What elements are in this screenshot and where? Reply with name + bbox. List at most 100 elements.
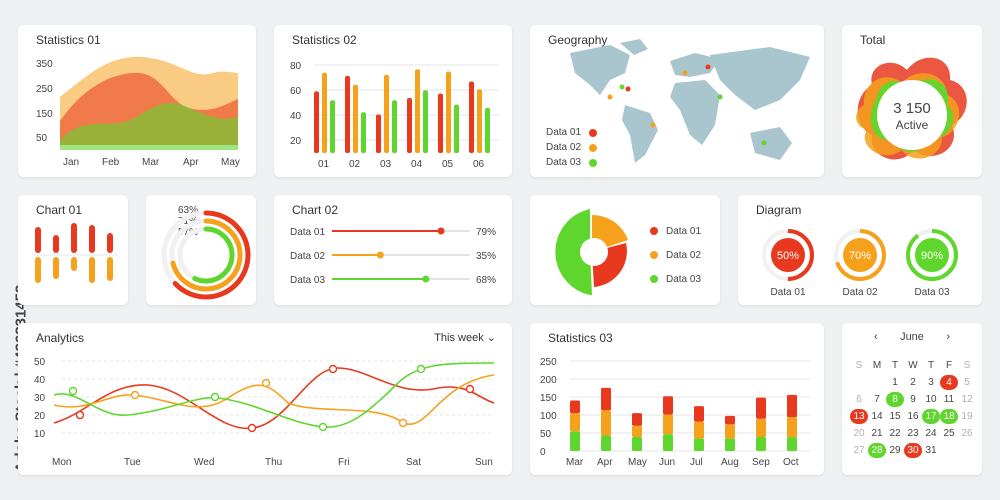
statistics-03-chart: 250 200 150 100 50 0 Mar Apr May Jun Jul Aug Sep Oct	[540, 357, 810, 468]
prev-month-button[interactable]: ‹	[874, 331, 878, 343]
bar	[407, 98, 412, 153]
range-dropdown[interactable]: This week ⌄	[434, 331, 496, 344]
calendar-day[interactable]: 23	[907, 428, 919, 439]
calendar-day[interactable]: 25	[943, 428, 955, 439]
chevron-down-icon: ⌄	[486, 332, 496, 344]
slider-label: Data 02	[290, 251, 325, 262]
bar-segment	[601, 387, 611, 411]
calendar-grid: S M T W T F S 1 2 3 4 5 6 7 8 9 10 11 12 13 14 15 16 17 18 19 20 21…	[850, 357, 976, 459]
data-point[interactable]	[416, 364, 426, 374]
calendar-day[interactable]: 29	[889, 445, 901, 456]
next-month-button[interactable]: ›	[946, 331, 950, 343]
series-red	[53, 367, 495, 430]
slider-handle[interactable]	[437, 227, 445, 235]
ring-label: 71%	[178, 216, 198, 227]
calendar-day[interactable]: 5	[964, 377, 970, 388]
card-title: Chart 02	[292, 203, 339, 217]
calendar-day[interactable]: 9	[910, 394, 916, 405]
calendar-day[interactable]: 3	[928, 377, 934, 388]
card-title: Statistics 03	[548, 331, 613, 345]
calendar-day[interactable]: 14	[871, 411, 883, 422]
data-point[interactable]	[465, 384, 475, 394]
pie-card: Data 01 Data 02 Data 03	[530, 195, 720, 305]
data-point[interactable]	[130, 390, 140, 400]
calendar-day[interactable]: 11	[943, 394, 955, 405]
data-point[interactable]	[318, 422, 328, 432]
calendar-day[interactable]: 27	[853, 445, 865, 456]
data-point[interactable]	[68, 386, 78, 396]
map-marker[interactable]	[705, 64, 711, 70]
chart-01-bars	[32, 223, 118, 283]
bar	[314, 91, 319, 153]
pie-legend: Data 01 Data 02 Data 03	[650, 219, 701, 291]
calendar-day[interactable]: 1	[892, 377, 898, 388]
xtick: Sat	[406, 457, 421, 468]
xtick: 06	[473, 159, 485, 170]
calendar-day[interactable]: 24	[925, 428, 937, 439]
calendar-day[interactable]: 15	[889, 411, 901, 422]
calendar-day[interactable]: 2	[910, 377, 916, 388]
map-marker[interactable]	[682, 70, 688, 76]
map-marker[interactable]	[650, 122, 656, 128]
ytick: 50	[34, 357, 46, 368]
weekday-label: S	[963, 360, 971, 371]
ytick: 350	[36, 59, 53, 70]
calendar-day[interactable]: 28	[868, 443, 886, 458]
calendar-day[interactable]: 26	[961, 428, 973, 439]
map-marker[interactable]	[607, 94, 613, 100]
bar-segment	[756, 436, 766, 451]
bar	[89, 225, 95, 253]
bar	[330, 100, 335, 153]
xtick: Aug	[721, 457, 739, 468]
map-marker[interactable]	[761, 140, 767, 146]
calendar-day[interactable]: 17	[922, 409, 940, 424]
data-point[interactable]	[328, 364, 338, 374]
card-title: Chart 01	[36, 203, 83, 217]
calendar-day[interactable]: 8	[886, 392, 904, 407]
calendar-day[interactable]: 20	[853, 428, 865, 439]
calendar-day[interactable]: 31	[925, 445, 937, 456]
data-point[interactable]	[75, 410, 85, 420]
weekday-label: F	[945, 360, 953, 371]
data-point[interactable]	[247, 423, 257, 433]
bar	[454, 104, 459, 153]
map-marker[interactable]	[625, 86, 631, 92]
xtick: Jun	[659, 457, 675, 468]
data-point[interactable]	[398, 418, 408, 428]
ytick: 100	[540, 411, 557, 422]
gauge-label: Data 03	[914, 287, 949, 298]
legend-item: Data 01	[546, 125, 598, 140]
weekday-label: M	[872, 360, 882, 371]
ytick: 250	[540, 357, 557, 368]
series-green	[53, 362, 495, 428]
calendar-day[interactable]: 22	[889, 428, 901, 439]
calendar-day[interactable]: 21	[871, 428, 883, 439]
statistics-02-chart: 80 60 40 20 01 02 03 04 05 06	[290, 61, 499, 170]
calendar-day[interactable]: 6	[856, 394, 862, 405]
xtick: Thu	[265, 457, 282, 468]
map-marker[interactable]	[619, 84, 625, 90]
calendar-day[interactable]: 19	[961, 411, 973, 422]
data-point[interactable]	[261, 378, 271, 388]
calendar-day[interactable]: 13	[850, 409, 868, 424]
slider-handle[interactable]	[376, 251, 384, 259]
calendar-day[interactable]: 12	[961, 394, 973, 405]
xtick: 03	[380, 159, 392, 170]
map-australia	[750, 127, 792, 160]
calendar-day[interactable]: 7	[874, 394, 880, 405]
calendar-day[interactable]: 18	[940, 409, 958, 424]
legend-item: Data 01	[650, 219, 701, 243]
calendar-day[interactable]: 16	[907, 411, 919, 422]
legend-dot	[589, 158, 598, 167]
bar-segment	[663, 396, 673, 415]
map-south-america	[622, 105, 658, 163]
data-point[interactable]	[210, 392, 220, 402]
calendar-day[interactable]: 10	[925, 394, 937, 405]
bar	[438, 93, 443, 153]
bar	[376, 114, 381, 153]
slider-handle[interactable]	[422, 275, 430, 283]
map-marker[interactable]	[717, 94, 723, 100]
calendar-day[interactable]: 4	[940, 375, 958, 390]
calendar-day[interactable]: 30	[904, 443, 922, 458]
